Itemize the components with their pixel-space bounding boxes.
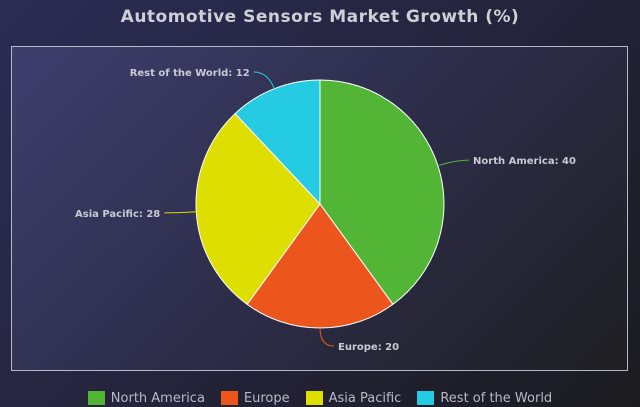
data-label: North America: 40 xyxy=(473,156,576,167)
legend-item-asia-pacific[interactable]: Asia Pacific xyxy=(305,389,402,407)
data-label: Rest of the World: 12 xyxy=(130,68,250,79)
legend: North America Europe Asia Pacific Rest o… xyxy=(0,389,640,407)
leader-line xyxy=(164,211,197,214)
pie-slice-asia-pacific[interactable] xyxy=(195,112,321,306)
leader-line xyxy=(437,159,470,167)
leader-line xyxy=(319,327,335,347)
data-label: Asia Pacific: 28 xyxy=(75,209,160,220)
legend-swatch xyxy=(305,391,323,405)
legend-label: North America xyxy=(110,390,205,406)
legend-item-north-america[interactable]: North America xyxy=(87,389,205,407)
legend-swatch xyxy=(87,391,105,405)
pie-slice-rest-of-the-world[interactable] xyxy=(234,79,321,206)
legend-swatch xyxy=(417,391,435,405)
legend-label: Europe xyxy=(243,390,290,406)
legend-item-rest-of-the-world[interactable]: Rest of the World xyxy=(417,389,552,407)
leader-line xyxy=(253,71,275,89)
chart-title: Automotive Sensors Market Growth (%) xyxy=(120,7,520,27)
pie-slice-north-america[interactable] xyxy=(319,79,445,306)
legend-item-europe[interactable]: Europe xyxy=(220,389,290,407)
pie-chart: North America: 40 Europe: 20 Asia Pacific:… xyxy=(75,68,576,353)
legend-swatch xyxy=(220,391,238,405)
pie-slice-europe[interactable] xyxy=(246,203,394,329)
legend-label: Asia Pacific xyxy=(328,390,402,406)
data-label: Europe: 20 xyxy=(338,342,399,353)
legend-label: Rest of the World xyxy=(440,390,553,406)
